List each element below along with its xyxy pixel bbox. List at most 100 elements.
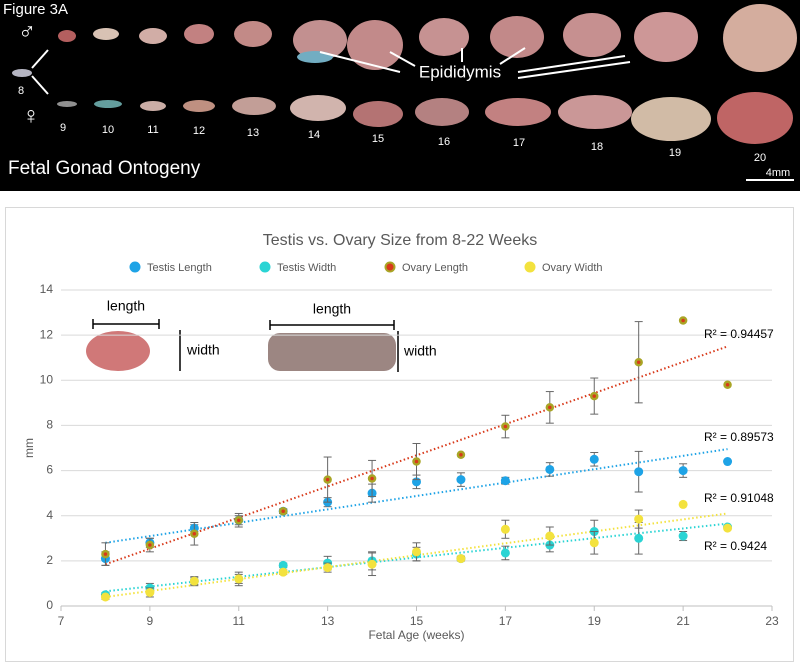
- legend-label: Testis Length: [147, 262, 212, 274]
- point: [634, 467, 644, 477]
- x-tick-label: 17: [499, 614, 513, 628]
- point: [545, 403, 555, 412]
- point: [278, 506, 288, 516]
- legend-label: Ovary Width: [542, 262, 603, 274]
- y-tick-label: 0: [46, 598, 53, 612]
- point: [545, 464, 555, 474]
- figure-label: Figure 3A: [3, 1, 68, 18]
- y-tick-label: 4: [46, 508, 53, 522]
- stage-label: 17: [513, 137, 525, 149]
- x-tick-label: 23: [765, 614, 779, 628]
- x-axis-label: Fetal Age (weeks): [368, 628, 464, 642]
- point: [145, 587, 155, 597]
- trend-line: [105, 512, 728, 598]
- inset-label: width: [403, 343, 437, 359]
- point: [367, 474, 377, 483]
- y-tick-label: 8: [46, 418, 53, 432]
- stage-label: 20: [754, 152, 766, 164]
- point: [501, 422, 510, 431]
- point: [545, 531, 555, 541]
- callout: Epididymis: [419, 62, 501, 81]
- point: [323, 475, 332, 484]
- legend-label: Ovary Length: [402, 262, 468, 274]
- point: [723, 457, 733, 467]
- inset-label: length: [107, 298, 145, 314]
- female-symbol: ♀: [22, 102, 40, 129]
- inset-photos: [86, 319, 399, 372]
- point: [500, 524, 510, 534]
- x-tick-label: 7: [58, 614, 65, 628]
- legend-label: Testis Width: [277, 262, 336, 274]
- x-tick-label: 21: [676, 614, 690, 628]
- point: [145, 540, 155, 550]
- y-tick-label: 12: [40, 327, 54, 341]
- point: [590, 391, 599, 401]
- legend-marker: [384, 261, 396, 273]
- stage-label: 14: [308, 129, 320, 141]
- point: [234, 515, 243, 525]
- point: [278, 567, 288, 577]
- stage-label: 15: [372, 133, 384, 145]
- stage-label: 16: [438, 136, 450, 148]
- scale-bar-label: 4mm: [766, 167, 790, 179]
- x-tick-label: 9: [147, 614, 154, 628]
- point: [456, 554, 466, 564]
- r2-label: R² = 0.91048: [704, 491, 774, 505]
- point: [678, 499, 688, 509]
- stage-label: 8: [18, 85, 24, 97]
- point: [278, 560, 288, 570]
- point: [189, 576, 199, 586]
- stage-label: 11: [147, 124, 158, 136]
- point: [323, 563, 333, 573]
- stage-label: 9: [60, 122, 66, 134]
- gonad-photos: [12, 4, 797, 144]
- point: [456, 475, 466, 485]
- inset-label: width: [186, 342, 220, 358]
- male-symbol: ♂: [18, 18, 36, 45]
- point: [678, 466, 688, 476]
- legend-marker: [259, 261, 271, 273]
- point: [589, 538, 599, 548]
- x-tick-label: 11: [233, 614, 246, 628]
- x-tick-label: 13: [321, 614, 335, 628]
- point: [634, 533, 644, 543]
- point: [367, 559, 377, 569]
- r2-label: R² = 0.89573: [704, 430, 774, 444]
- stage-label: 10: [102, 124, 114, 136]
- chart-title: Testis vs. Ovary Size from 8-22 Weeks: [263, 232, 537, 249]
- legend-marker: [129, 261, 141, 273]
- point: [500, 476, 510, 486]
- point: [723, 523, 733, 533]
- chart-frame: [5, 207, 794, 662]
- point: [678, 531, 688, 541]
- point: [101, 549, 110, 559]
- stage-label: 12: [193, 125, 205, 137]
- point: [412, 547, 421, 557]
- point: [234, 574, 244, 584]
- point: [412, 457, 421, 466]
- r2-label: R² = 0.9424: [704, 539, 767, 553]
- trend-line: [105, 448, 728, 544]
- y-tick-label: 14: [40, 282, 54, 296]
- point: [190, 529, 199, 539]
- stage-label: 18: [591, 141, 603, 153]
- point: [634, 514, 644, 524]
- stage-label: 19: [669, 147, 681, 159]
- stage-label: 13: [247, 127, 259, 139]
- point: [723, 380, 732, 390]
- point: [100, 592, 110, 602]
- arrows: [31, 47, 794, 181]
- point: [678, 316, 688, 325]
- point: [589, 454, 599, 464]
- y-tick-label: 6: [46, 463, 53, 477]
- legend-marker: [524, 261, 536, 273]
- x-tick-label: 15: [410, 614, 424, 628]
- y-axis-label: mm: [22, 438, 36, 458]
- point: [500, 548, 510, 558]
- r2-label: R² = 0.94457: [704, 327, 774, 341]
- point: [634, 357, 643, 367]
- y-tick-label: 2: [46, 553, 53, 567]
- x-tick-label: 19: [588, 614, 602, 628]
- y-tick-label: 10: [40, 372, 54, 386]
